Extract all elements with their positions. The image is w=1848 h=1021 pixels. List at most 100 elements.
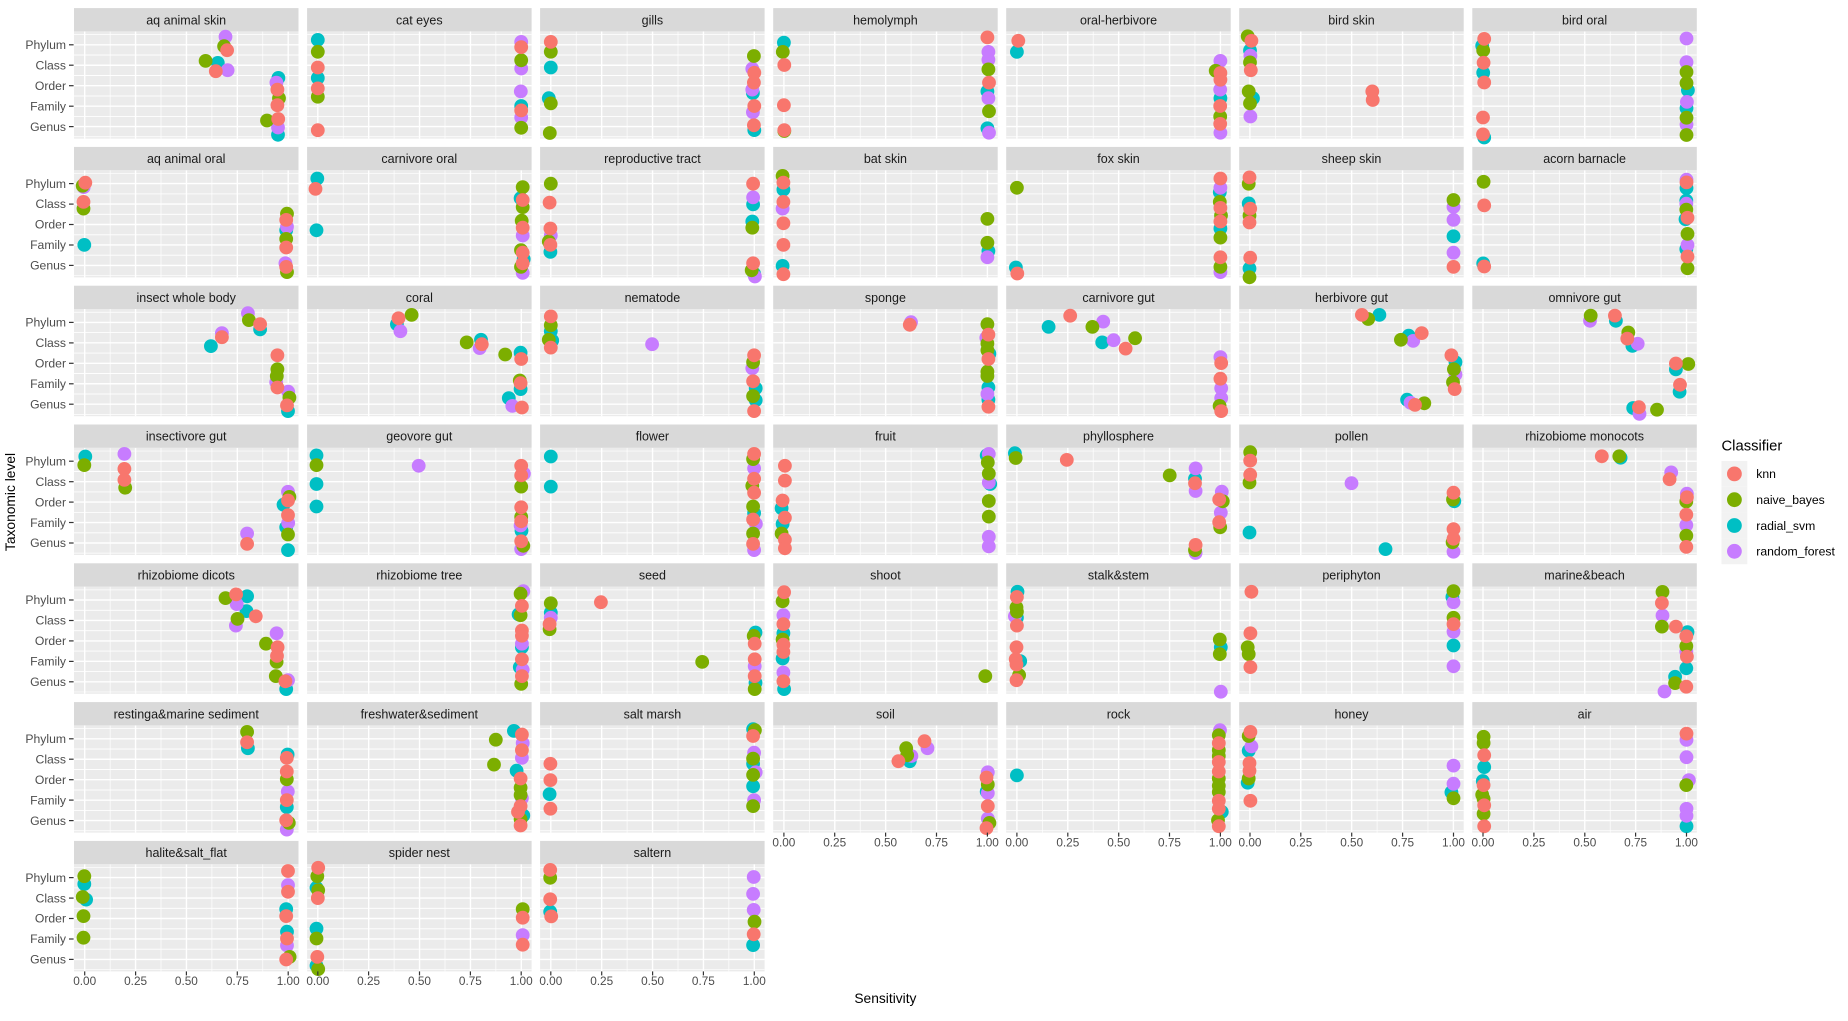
svg-text:0.50: 0.50 <box>1573 835 1596 849</box>
svg-text:shoot: shoot <box>870 569 901 583</box>
svg-text:Taxonomic level: Taxonomic level <box>3 453 18 551</box>
svg-text:0.00: 0.00 <box>1472 835 1495 849</box>
svg-text:0.75: 0.75 <box>692 974 715 988</box>
svg-text:Class: Class <box>36 336 66 350</box>
svg-text:Phylum: Phylum <box>25 871 66 885</box>
svg-text:Order: Order <box>35 773 66 787</box>
svg-text:sheep skin: sheep skin <box>1322 152 1382 166</box>
svg-text:herbivore gut: herbivore gut <box>1315 291 1388 305</box>
svg-text:rhizobiome monocots: rhizobiome monocots <box>1525 430 1644 444</box>
svg-text:Family: Family <box>30 377 67 391</box>
svg-text:halite&salt_flat: halite&salt_flat <box>146 846 228 860</box>
svg-text:Order: Order <box>35 912 66 926</box>
svg-text:1.00: 1.00 <box>976 835 999 849</box>
svg-text:0.50: 0.50 <box>874 835 897 849</box>
svg-text:Class: Class <box>36 753 66 767</box>
svg-text:saltern: saltern <box>634 846 672 860</box>
svg-text:1.00: 1.00 <box>743 974 766 988</box>
svg-text:0.00: 0.00 <box>539 974 562 988</box>
svg-text:omnivore gut: omnivore gut <box>1548 291 1621 305</box>
svg-text:Order: Order <box>35 357 66 371</box>
svg-text:insectivore gut: insectivore gut <box>146 430 227 444</box>
svg-text:0.25: 0.25 <box>590 974 613 988</box>
svg-text:spider nest: spider nest <box>389 846 451 860</box>
svg-text:Genus: Genus <box>30 259 66 273</box>
svg-text:random_forest: random_forest <box>1756 545 1835 559</box>
svg-text:Order: Order <box>35 634 66 648</box>
svg-text:gills: gills <box>642 13 664 27</box>
svg-text:0.50: 0.50 <box>408 974 431 988</box>
svg-text:0.25: 0.25 <box>1056 835 1079 849</box>
svg-text:0.00: 0.00 <box>73 974 96 988</box>
svg-text:0.00: 0.00 <box>306 974 329 988</box>
svg-text:seed: seed <box>639 569 666 583</box>
svg-text:restinga&marine sediment: restinga&marine sediment <box>114 707 260 721</box>
svg-text:0.75: 0.75 <box>1158 835 1181 849</box>
svg-text:Sensitivity: Sensitivity <box>854 991 916 1006</box>
svg-text:0.25: 0.25 <box>823 835 846 849</box>
svg-text:fruit: fruit <box>875 430 896 444</box>
svg-text:radial_svm: radial_svm <box>1756 519 1815 533</box>
svg-text:nematode: nematode <box>625 291 681 305</box>
svg-text:acorn barnacle: acorn barnacle <box>1543 152 1626 166</box>
svg-text:fox skin: fox skin <box>1097 152 1139 166</box>
svg-text:soil: soil <box>876 707 895 721</box>
svg-text:0.25: 0.25 <box>357 974 380 988</box>
svg-text:0.75: 0.75 <box>1624 835 1647 849</box>
svg-text:rock: rock <box>1107 707 1131 721</box>
svg-text:Phylum: Phylum <box>25 316 66 330</box>
svg-text:oral-herbivore: oral-herbivore <box>1080 13 1157 27</box>
svg-text:rhizobiome tree: rhizobiome tree <box>376 569 462 583</box>
svg-text:1.00: 1.00 <box>277 974 300 988</box>
svg-text:0.00: 0.00 <box>1005 835 1028 849</box>
svg-text:0.00: 0.00 <box>1239 835 1262 849</box>
svg-text:Order: Order <box>35 218 66 232</box>
svg-text:Order: Order <box>35 79 66 93</box>
svg-text:0.25: 0.25 <box>1289 835 1312 849</box>
svg-text:phyllosphere: phyllosphere <box>1083 430 1154 444</box>
svg-text:Phylum: Phylum <box>25 593 66 607</box>
svg-text:Family: Family <box>30 655 67 669</box>
svg-text:coral: coral <box>406 291 433 305</box>
svg-text:honey: honey <box>1334 707 1369 721</box>
svg-text:0.50: 0.50 <box>641 974 664 988</box>
svg-text:Family: Family <box>30 238 67 252</box>
svg-text:Family: Family <box>30 932 67 946</box>
svg-text:carnivore gut: carnivore gut <box>1082 291 1155 305</box>
svg-text:pollen: pollen <box>1335 430 1368 444</box>
svg-text:Phylum: Phylum <box>25 732 66 746</box>
svg-text:Phylum: Phylum <box>25 177 66 191</box>
svg-text:0.50: 0.50 <box>1340 835 1363 849</box>
svg-text:Family: Family <box>30 99 67 113</box>
svg-text:air: air <box>1578 707 1592 721</box>
svg-text:Family: Family <box>30 793 67 807</box>
svg-text:1.00: 1.00 <box>1675 835 1698 849</box>
svg-text:0.50: 0.50 <box>175 974 198 988</box>
svg-text:0.25: 0.25 <box>1522 835 1545 849</box>
svg-text:rhizobiome dicots: rhizobiome dicots <box>138 569 235 583</box>
svg-text:bird oral: bird oral <box>1562 13 1607 27</box>
svg-text:Genus: Genus <box>30 397 66 411</box>
svg-text:Classifier: Classifier <box>1722 439 1783 455</box>
svg-text:Class: Class <box>36 475 66 489</box>
svg-text:Phylum: Phylum <box>25 454 66 468</box>
svg-text:hemolymph: hemolymph <box>853 13 918 27</box>
svg-text:Class: Class <box>36 891 66 905</box>
svg-text:naive_bayes: naive_bayes <box>1756 493 1824 507</box>
svg-text:0.75: 0.75 <box>1391 835 1414 849</box>
svg-text:knn: knn <box>1756 467 1776 481</box>
svg-text:0.25: 0.25 <box>124 974 147 988</box>
svg-text:stalk&stem: stalk&stem <box>1088 569 1149 583</box>
svg-text:1.00: 1.00 <box>1442 835 1465 849</box>
svg-text:0.50: 0.50 <box>1107 835 1130 849</box>
svg-text:carnivore oral: carnivore oral <box>381 152 457 166</box>
svg-text:salt marsh: salt marsh <box>624 707 682 721</box>
svg-text:sponge: sponge <box>865 291 906 305</box>
svg-text:0.75: 0.75 <box>925 835 948 849</box>
svg-text:Order: Order <box>35 495 66 509</box>
svg-text:reproductive tract: reproductive tract <box>604 152 701 166</box>
svg-text:aq animal skin: aq animal skin <box>146 13 226 27</box>
svg-text:Genus: Genus <box>30 120 66 134</box>
svg-text:periphyton: periphyton <box>1322 569 1380 583</box>
svg-text:cat eyes: cat eyes <box>396 13 443 27</box>
